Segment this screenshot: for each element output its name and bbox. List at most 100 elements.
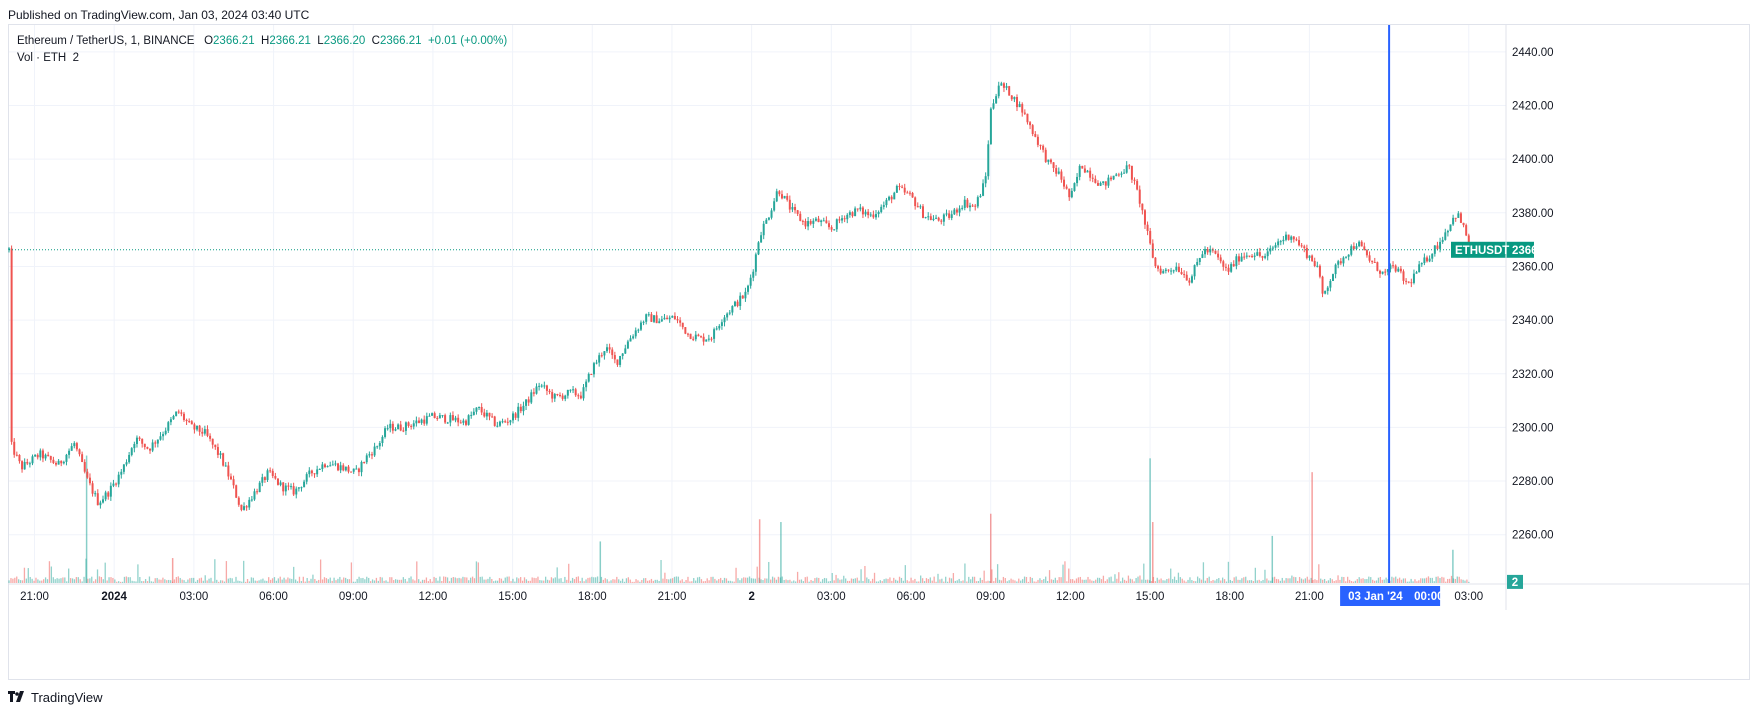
volume-bar	[943, 581, 945, 583]
volume-bar	[385, 580, 387, 583]
volume-bar	[1033, 581, 1035, 583]
volume-bar	[673, 576, 676, 583]
volume-bar	[1241, 578, 1243, 583]
volume-bar	[152, 581, 154, 583]
candle-body	[417, 420, 420, 423]
candle-body	[1318, 265, 1321, 277]
volume-bar	[956, 580, 958, 583]
close-label: C	[371, 35, 380, 47]
candle-body	[391, 423, 394, 431]
volume-bar	[294, 579, 297, 583]
volume-bar	[748, 576, 751, 583]
candle-body	[1321, 276, 1324, 294]
price-tick-label: 2320.00	[1512, 369, 1554, 381]
candle-body	[841, 218, 844, 221]
volume-bar	[871, 578, 874, 583]
candle-body	[780, 194, 783, 199]
candle-body	[1459, 213, 1462, 223]
candle-body	[517, 406, 520, 418]
volume-bar	[87, 578, 89, 583]
candle-body	[1196, 261, 1199, 266]
volume-bar	[998, 579, 1001, 583]
volume-label[interactable]: Vol · ETH	[17, 52, 67, 64]
candle-body	[261, 477, 264, 483]
volume-bar	[802, 581, 805, 583]
volume-bar	[1031, 577, 1033, 583]
candle-body	[869, 214, 872, 216]
badges: ETHUSDT 2366.21 2 03 Jan '24 00:00	[1340, 241, 1554, 606]
volume-bar	[389, 577, 391, 583]
volume-bar	[396, 579, 399, 583]
candle-body	[397, 424, 400, 430]
candle-body	[945, 213, 948, 215]
candle-body	[713, 329, 716, 339]
volume-bar	[416, 561, 418, 583]
volume-bar	[920, 575, 922, 583]
candle-body	[1308, 255, 1311, 258]
candle-body	[1290, 236, 1293, 240]
candle-body	[606, 347, 609, 352]
volume-bar	[889, 577, 891, 583]
volume-bar	[377, 580, 379, 583]
candle-body	[193, 424, 196, 430]
volume-bar	[1260, 581, 1262, 583]
volume-bar	[164, 579, 166, 583]
volume-bar	[691, 581, 693, 583]
candle-body	[723, 317, 726, 323]
volume-bar	[1008, 580, 1010, 583]
volume-bar	[346, 579, 349, 583]
volume-bar	[1127, 575, 1130, 583]
candle-body	[196, 425, 199, 430]
volume-bar	[123, 576, 126, 583]
candle-body	[485, 412, 488, 417]
candle-body	[689, 333, 692, 339]
volume-bar	[754, 578, 756, 583]
candle-body	[736, 301, 739, 307]
volume-bar	[1247, 580, 1249, 583]
volume-bar	[1070, 579, 1072, 583]
volume-bar	[929, 577, 931, 583]
volume-bar	[873, 572, 876, 583]
candle-body	[859, 207, 862, 210]
volume-bar	[433, 576, 435, 583]
volume-bar	[981, 579, 983, 583]
candle-body	[428, 415, 431, 417]
candle-body	[611, 349, 614, 356]
volume-bar	[81, 581, 83, 583]
candle-body	[86, 471, 89, 478]
volume-bar	[287, 577, 289, 583]
volume-bar	[8, 580, 10, 583]
volume-bar	[319, 559, 322, 583]
candle-body	[1055, 168, 1058, 174]
volume-bar	[650, 578, 653, 583]
volume-bar	[212, 581, 214, 583]
volume-bar	[275, 580, 278, 583]
volume-bar	[766, 578, 768, 583]
candle-body	[1070, 190, 1073, 198]
volume-bar	[1339, 579, 1341, 583]
symbol-title[interactable]: Ethereum / TetherUS, 1, BINANCE	[17, 35, 195, 47]
volume-bar	[1420, 578, 1422, 583]
low-value: 2366.20	[323, 35, 366, 47]
candle-body	[976, 197, 979, 207]
footer-brand[interactable]: TradingView	[31, 690, 103, 705]
candle-body	[1177, 266, 1180, 273]
candle-body	[1300, 245, 1303, 247]
volume-bar	[1398, 577, 1401, 583]
volume-bar	[837, 578, 839, 583]
volume-bar	[1085, 579, 1087, 583]
volume-bar	[566, 579, 568, 583]
candle-body	[15, 454, 18, 456]
volume-bar	[1108, 577, 1110, 583]
volume-bar	[581, 577, 583, 583]
candle-body	[1251, 255, 1254, 257]
volume-bar	[510, 581, 512, 583]
volume-bar	[1062, 564, 1064, 583]
volume-bar	[1454, 578, 1457, 583]
candle-body	[663, 317, 666, 320]
volume-bar	[1096, 577, 1099, 583]
volume-bar	[469, 577, 472, 583]
volume-bar	[610, 580, 612, 583]
candle-body	[1439, 241, 1442, 249]
